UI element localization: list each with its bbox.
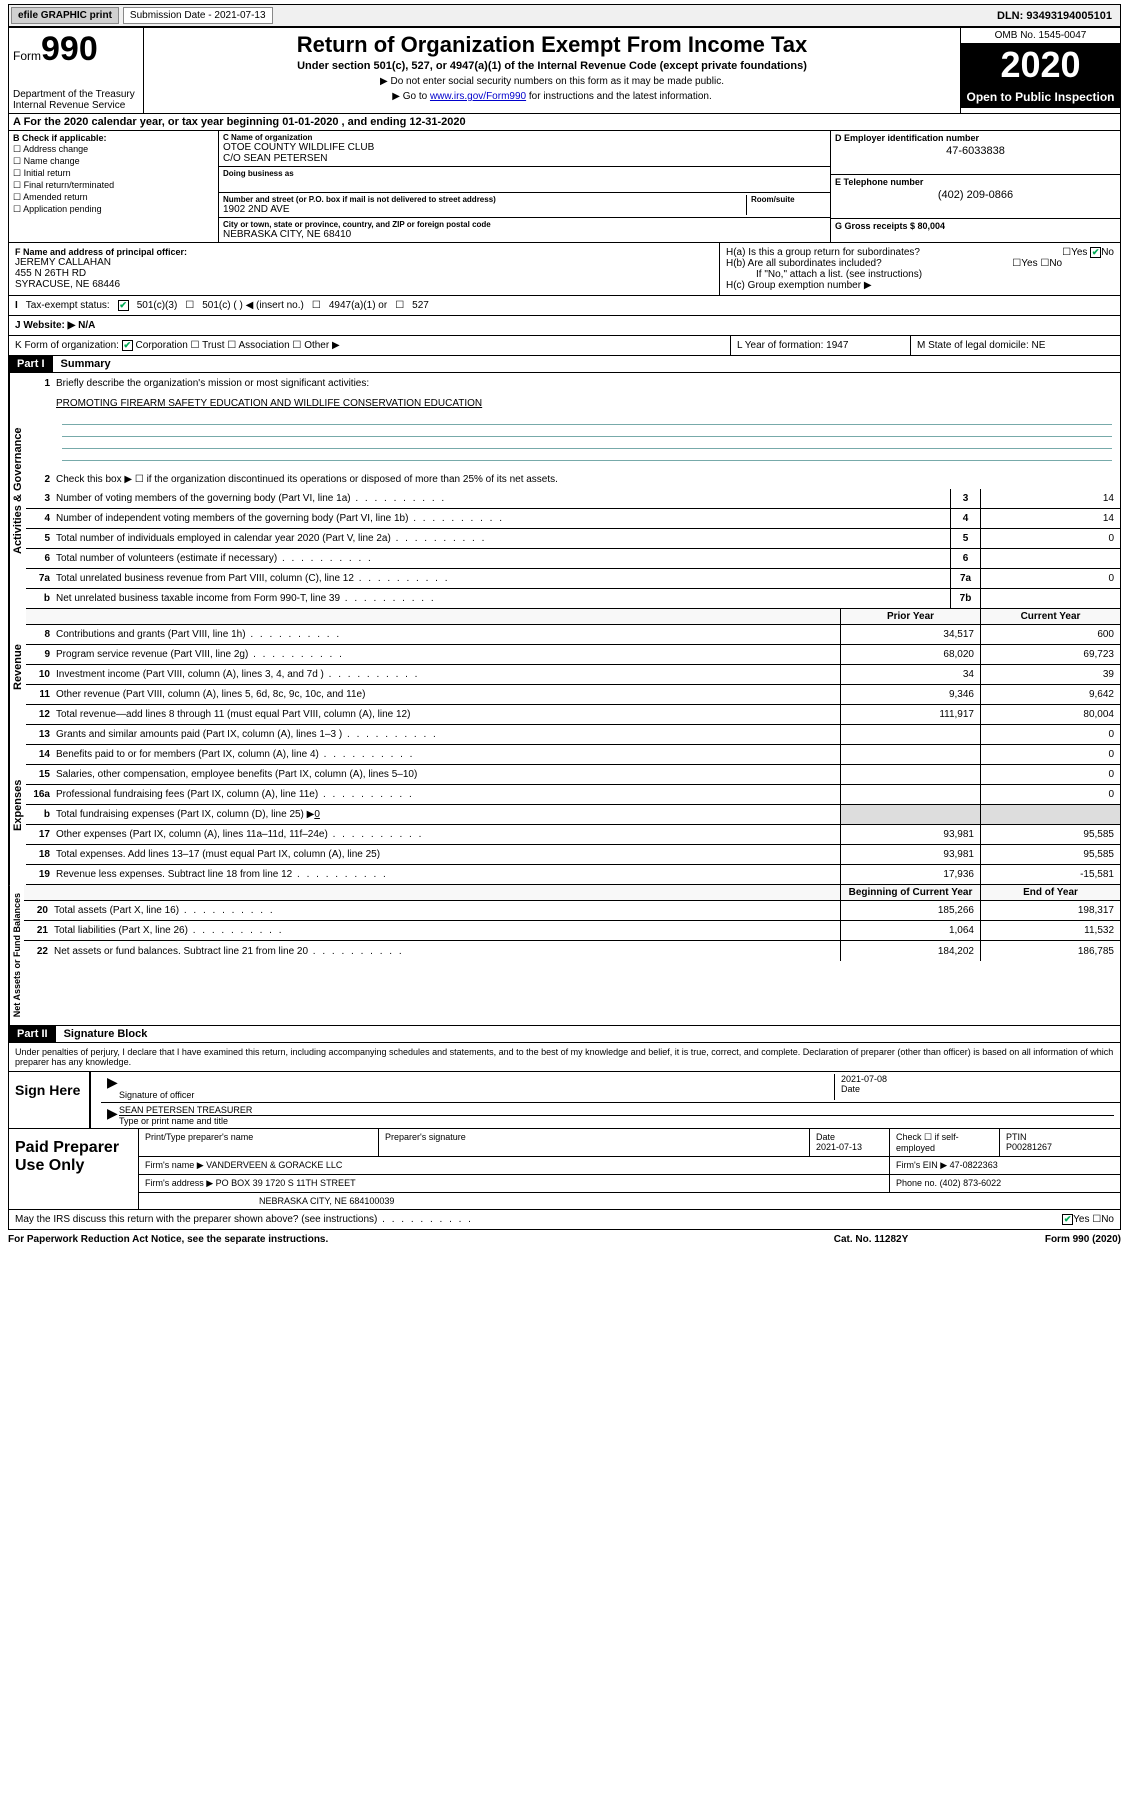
section-i: ITax-exempt status: ✔501(c)(3) ☐501(c) (… xyxy=(8,296,1121,316)
preparer-block: Paid Preparer Use Only Print/Type prepar… xyxy=(8,1129,1121,1210)
dept-label: Department of the Treasury Internal Reve… xyxy=(13,89,139,111)
efile-print-button[interactable]: efile GRAPHIC print xyxy=(11,7,119,24)
top-toolbar: efile GRAPHIC print Submission Date - 20… xyxy=(8,4,1121,27)
form-note-1: ▶ Do not enter social security numbers o… xyxy=(148,76,956,87)
section-fh: F Name and address of principal officer:… xyxy=(8,243,1121,296)
open-public: Open to Public Inspection xyxy=(961,86,1120,108)
form-subtitle: Under section 501(c), 527, or 4947(a)(1)… xyxy=(148,60,956,72)
form-title: Return of Organization Exempt From Incom… xyxy=(148,32,956,58)
section-bcdeg: B Check if applicable: ☐ Address change … xyxy=(8,131,1121,243)
form-number: Form990 xyxy=(13,30,139,69)
submission-date: Submission Date - 2021-07-13 xyxy=(123,7,273,24)
irs-link[interactable]: www.irs.gov/Form990 xyxy=(430,91,526,102)
tax-year: 2020 xyxy=(961,44,1120,86)
expenses-section: Expenses 13Grants and similar amounts pa… xyxy=(8,725,1121,885)
signature-block: Under penalties of perjury, I declare th… xyxy=(8,1043,1121,1129)
form-note-2: ▶ Go to www.irs.gov/Form990 for instruct… xyxy=(148,91,956,102)
section-klm: K Form of organization: ✔ Corporation ☐ … xyxy=(8,336,1121,356)
section-a: A For the 2020 calendar year, or tax yea… xyxy=(8,114,1121,131)
section-b: B Check if applicable: ☐ Address change … xyxy=(9,131,219,242)
irs-discuss-row: May the IRS discuss this return with the… xyxy=(8,1210,1121,1230)
governance-section: Activities & Governance 1Briefly describ… xyxy=(8,373,1121,609)
part-ii-header: Part IISignature Block xyxy=(8,1026,1121,1043)
section-c: C Name of organization OTOE COUNTY WILDL… xyxy=(219,131,830,242)
footer-row: For Paperwork Reduction Act Notice, see … xyxy=(8,1230,1121,1249)
net-assets-section: Net Assets or Fund Balances Beginning of… xyxy=(8,885,1121,1026)
revenue-section: Revenue Prior YearCurrent Year 8Contribu… xyxy=(8,609,1121,725)
part-i-header: Part ISummary xyxy=(8,356,1121,373)
dln-label: DLN: 93493194005101 xyxy=(991,8,1118,24)
section-deg: D Employer identification number 47-6033… xyxy=(830,131,1120,242)
form-header: Form990 Department of the Treasury Inter… xyxy=(8,27,1121,114)
501c3-checkbox[interactable]: ✔ xyxy=(118,300,129,311)
section-j: J Website: ▶ N/A xyxy=(8,316,1121,336)
omb-number: OMB No. 1545-0047 xyxy=(961,28,1120,44)
